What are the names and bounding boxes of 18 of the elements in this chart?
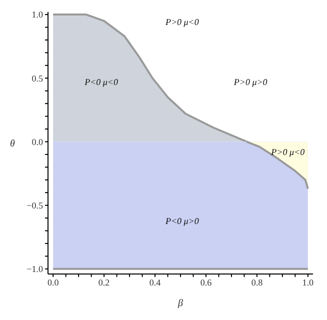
x-axis-title: β [177,298,184,309]
annotation: P>0 μ<0 [271,147,305,158]
y-tick-label: 1.0 [32,10,44,20]
x-tick-label: 1.0 [302,277,314,288]
annotation: P<0 μ>0 [165,216,199,226]
x-tick-label: 0.4 [149,277,162,288]
y-tick-label: −0.5 [26,200,44,211]
x-tick-label: 0.8 [251,277,264,288]
y-axis-title: θ [10,138,15,150]
y-tick-label: 0.5 [32,73,44,84]
x-tick-label: 0.0 [47,277,60,288]
x-tick-label: 0.2 [98,277,110,288]
x-tick-label: 0.6 [200,277,212,288]
y-tick-label: −1.0 [26,264,44,274]
annotation: P>0 μ<0 [165,16,199,27]
y-tick-label: 0.0 [32,136,44,147]
annotation: P<0 μ<0 [84,77,118,88]
annotation: P>0 μ>0 [234,77,268,88]
